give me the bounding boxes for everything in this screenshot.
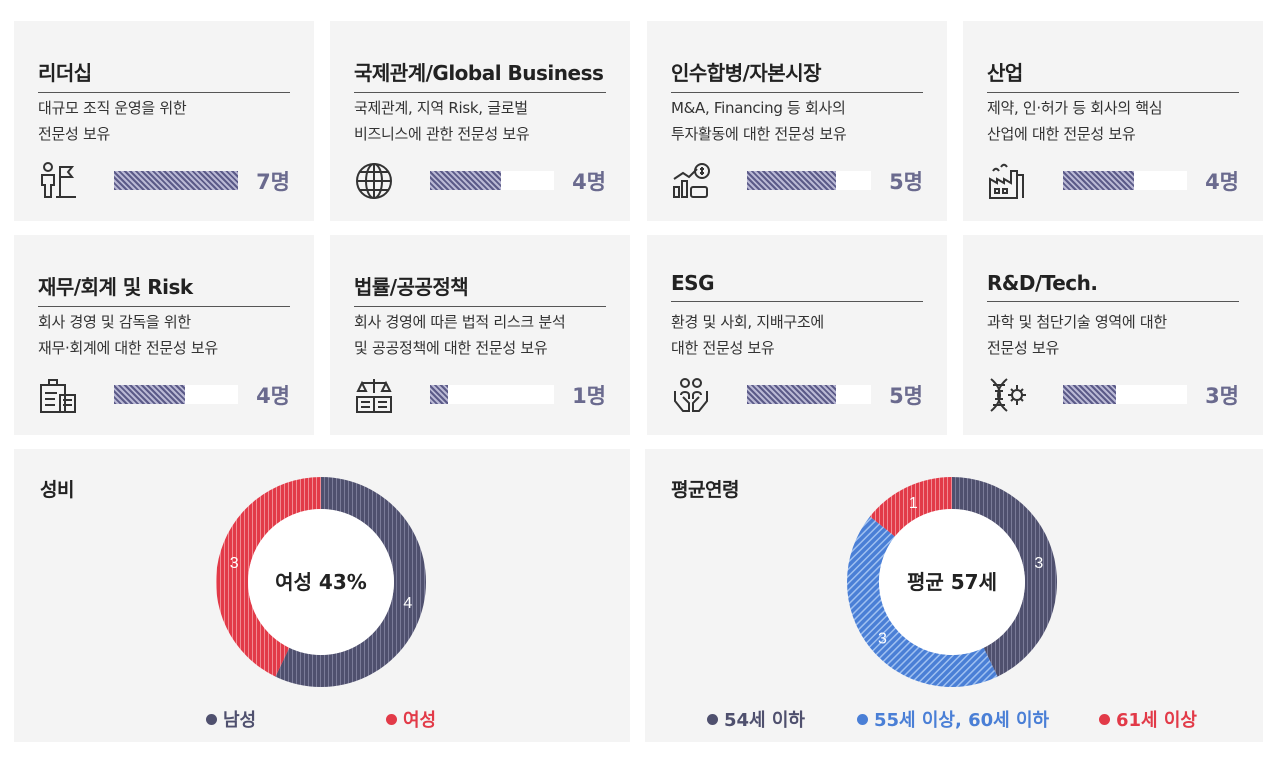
card-title: ESG — [671, 271, 923, 302]
age-center-label: 평균 57세 — [907, 570, 997, 594]
count-label: 5명 — [889, 384, 923, 408]
card-law-policy: 법률/공공정책 회사 경영에 따른 법적 리스크 분석 및 공공정책에 대한 전문… — [330, 235, 630, 435]
card-mna: 인수합병/자본시장 M&A, Financing 등 회사의 투자활동에 대한 전… — [647, 21, 947, 221]
card-desc: 대규모 조직 운영을 위한 전문성 보유 — [38, 99, 187, 143]
card-global-business: 국제관계/Global Business 국제관계, 지역 Risk, 글로벌 비… — [330, 21, 630, 221]
age-donut-chart: 3 3 1 평균 57세 — [847, 477, 1057, 687]
card-esg: ESG 환경 및 사회, 지배구조에 대한 전문성 보유 5명 — [647, 235, 947, 435]
age-hole — [879, 509, 1025, 655]
age-legend-over61: 61세 이상 — [1099, 706, 1197, 732]
bar-track — [114, 385, 238, 404]
legend-dot — [1099, 714, 1110, 725]
leadership-flag-icon — [41, 162, 76, 198]
count-label: 1명 — [572, 384, 606, 408]
bar-fill — [430, 385, 448, 404]
age-slice — [847, 516, 998, 687]
bar-fill — [430, 171, 501, 190]
gender-data-label: 4 — [403, 595, 412, 612]
accounting-icon — [40, 379, 76, 413]
count-label: 5명 — [889, 170, 923, 194]
gender-data-label: 3 — [230, 555, 239, 572]
globe-icon — [356, 163, 392, 199]
card-title: 법률/공공정책 — [354, 271, 606, 307]
factory-icon — [989, 163, 1024, 199]
legend-dot — [386, 714, 397, 725]
bar-track — [114, 171, 238, 190]
finance-chart-icon — [673, 163, 710, 198]
gender-legend-female: 여성 — [386, 706, 436, 732]
law-scale-icon — [356, 379, 392, 413]
card-desc: 과학 및 첨단기술 영역에 대한 전문성 보유 — [987, 313, 1167, 357]
card-industry: 산업 제약, 인·허가 등 회사의 핵심 산업에 대한 전문성 보유 4명 — [963, 21, 1263, 221]
gender-chart-card: 성비 4 3 여성 43% 남성 여성 — [14, 449, 630, 742]
bar-fill — [1063, 171, 1134, 190]
bar-fill — [747, 385, 836, 404]
card-title: 산업 — [987, 57, 1239, 93]
card-finance-risk: 재무/회계 및 Risk 회사 경영 및 감독을 위한 재무·회계에 대한 전문성… — [14, 235, 314, 435]
dna-gear-icon — [990, 378, 1026, 412]
gender-center-label: 여성 43% — [275, 570, 367, 594]
bar-track — [747, 171, 871, 190]
legend-dot — [707, 714, 718, 725]
count-label: 4명 — [256, 384, 290, 408]
legend-dot — [857, 714, 868, 725]
gender-slice — [215, 477, 321, 677]
bar-fill — [114, 171, 238, 190]
card-desc: 회사 경영 및 감독을 위한 재무·회계에 대한 전문성 보유 — [38, 313, 218, 357]
count-label: 3명 — [1205, 384, 1239, 408]
age-legend-under54: 54세 이하 — [707, 706, 805, 732]
card-desc: M&A, Financing 등 회사의 투자활동에 대한 전문성 보유 — [671, 99, 847, 143]
card-title: R&D/Tech. — [987, 271, 1239, 302]
card-desc: 환경 및 사회, 지배구조에 대한 전문성 보유 — [671, 313, 824, 357]
card-rnd-tech: R&D/Tech. 과학 및 첨단기술 영역에 대한 전문성 보유 3명 — [963, 235, 1263, 435]
age-slice — [869, 477, 952, 537]
card-title: 인수합병/자본시장 — [671, 57, 923, 93]
count-label: 7명 — [256, 170, 290, 194]
gender-hole — [248, 509, 394, 655]
age-chart-card: 평균연령 3 3 1 평균 57세 54세 이하 55세 이상, 60세 이하 61세… — [645, 449, 1263, 742]
card-leadership: 리더십 대규모 조직 운영을 위한 전문성 보유 7명 — [14, 21, 314, 221]
bar-track — [430, 171, 554, 190]
gender-slice — [275, 477, 426, 687]
card-title: 국제관계/Global Business — [354, 57, 606, 93]
card-desc: 회사 경영에 따른 법적 리스크 분석 및 공공정책에 대한 전문성 보유 — [354, 313, 566, 357]
bar-track — [1063, 171, 1187, 190]
bar-track — [747, 385, 871, 404]
age-data-label: 1 — [909, 495, 918, 512]
age-slice — [952, 477, 1057, 677]
age-legend-55to60: 55세 이상, 60세 이하 — [857, 706, 1049, 732]
legend-dot — [206, 714, 217, 725]
bar-track — [1063, 385, 1187, 404]
esg-hands-icon — [674, 378, 708, 412]
gender-legend-male: 남성 — [206, 706, 256, 732]
card-desc: 제약, 인·허가 등 회사의 핵심 산업에 대한 전문성 보유 — [987, 99, 1163, 143]
bar-track — [430, 385, 554, 404]
bar-fill — [747, 171, 836, 190]
card-title: 재무/회계 및 Risk — [38, 271, 290, 307]
age-data-label: 3 — [1034, 555, 1043, 572]
gender-donut-chart: 4 3 여성 43% — [215, 477, 426, 687]
bar-fill — [114, 385, 185, 404]
age-data-label: 3 — [878, 630, 887, 647]
count-label: 4명 — [1205, 170, 1239, 194]
chart-title: 평균연령 — [671, 479, 739, 501]
card-title: 리더십 — [38, 57, 290, 93]
count-label: 4명 — [572, 170, 606, 194]
card-desc: 국제관계, 지역 Risk, 글로벌 비즈니스에 관한 전문성 보유 — [354, 99, 530, 143]
bar-fill — [1063, 385, 1117, 404]
chart-title: 성비 — [40, 479, 74, 501]
